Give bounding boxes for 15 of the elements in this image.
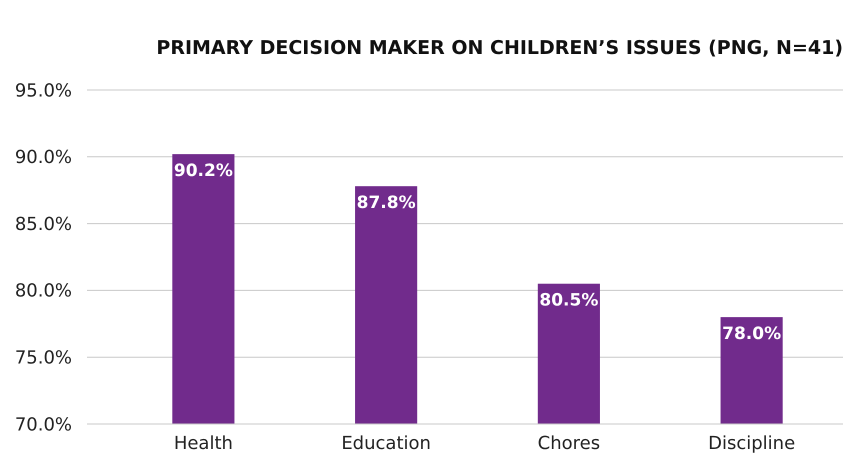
y-tick-label: 95.0%	[14, 80, 72, 102]
x-tick-label: Health	[174, 433, 233, 454]
y-tick-label: 85.0%	[14, 214, 72, 235]
x-tick-label: Discipline	[708, 433, 796, 454]
data-label: 80.5%	[539, 290, 598, 311]
data-label: 87.8%	[356, 193, 416, 214]
x-tick-label: Education	[341, 433, 431, 454]
y-tick-label: 80.0%	[14, 280, 72, 302]
chart-title: PRIMARY DECISION MAKER ON CHILDREN’S ISSUES (PNG, N=41)	[156, 37, 843, 59]
y-tick-label: 75.0%	[14, 348, 72, 368]
y-tick-label: 70.0%	[14, 414, 72, 436]
data-label: 90.2%	[174, 161, 233, 182]
y-tick-label: 90.0%	[14, 147, 72, 168]
data-label: 78.0%	[722, 324, 782, 344]
x-tick-label: Chores	[538, 433, 600, 454]
